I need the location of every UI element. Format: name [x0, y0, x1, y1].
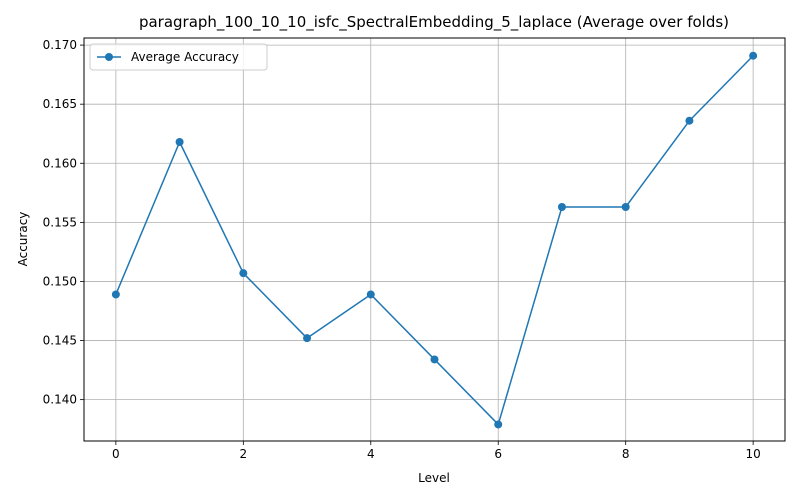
x-axis-ticks: 0 2 4 6 8 10: [112, 441, 761, 461]
data-point: [749, 51, 758, 60]
x-tick-label: 0: [112, 447, 120, 461]
y-tick-label: 0.140: [43, 393, 77, 407]
series-line: [115, 55, 754, 426]
y-axis-ticks: 0.140 0.145 0.150 0.155 0.160 0.165 0.170: [43, 38, 84, 407]
plot-area: [83, 37, 786, 442]
data-point: [430, 355, 439, 364]
data-point: [366, 290, 375, 299]
series-layer: [111, 51, 758, 429]
data-point: [303, 334, 312, 343]
legend-marker-swatch: [105, 53, 113, 61]
x-tick-label: 10: [745, 447, 760, 461]
y-tick-label: 0.150: [43, 274, 77, 288]
x-tick-label: 4: [367, 447, 375, 461]
y-tick-label: 0.170: [43, 38, 77, 52]
data-point: [494, 420, 503, 429]
data-point: [685, 116, 694, 125]
data-point: [175, 138, 184, 146]
x-tick-label: 8: [622, 447, 630, 461]
y-tick-label: 0.160: [43, 156, 77, 170]
data-point: [239, 269, 248, 278]
chart-title: paragraph_100_10_10_isfc_SpectralEmbeddi…: [139, 13, 729, 32]
data-point: [111, 290, 120, 299]
legend: Average Accuracy: [89, 43, 268, 71]
legend-box: [89, 43, 268, 71]
grid-lines: [84, 38, 785, 441]
y-axis-label: Accuracy: [16, 212, 30, 267]
y-tick-label: 0.165: [43, 97, 77, 111]
x-axis-label: Level: [418, 471, 450, 485]
y-tick-label: 0.155: [43, 215, 77, 229]
x-tick-label: 6: [494, 447, 502, 461]
data-point: [557, 203, 566, 211]
y-tick-label: 0.145: [43, 334, 77, 348]
data-point: [621, 203, 630, 211]
x-tick-label: 2: [239, 447, 247, 461]
legend-label: Average Accuracy: [131, 50, 239, 64]
